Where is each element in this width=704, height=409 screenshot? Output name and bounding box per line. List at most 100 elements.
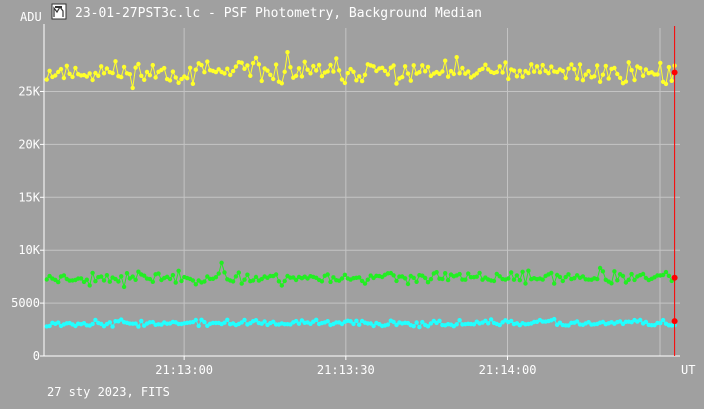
data-point xyxy=(531,69,537,74)
data-point xyxy=(179,278,184,284)
data-point xyxy=(583,72,588,77)
data-point xyxy=(457,271,462,277)
data-point xyxy=(319,74,325,79)
data-point xyxy=(156,271,161,276)
data-point xyxy=(351,321,356,327)
data-point xyxy=(253,318,259,323)
data-point xyxy=(199,62,204,68)
data-point xyxy=(448,68,454,74)
data-point xyxy=(113,276,118,282)
data-point xyxy=(124,271,130,276)
data-point xyxy=(592,74,597,79)
data-point xyxy=(239,60,244,65)
x-tick-label: 21:13:30 xyxy=(317,363,375,377)
data-point xyxy=(623,79,629,84)
data-point xyxy=(440,69,445,74)
data-point xyxy=(265,68,270,73)
data-point xyxy=(509,318,514,324)
data-point xyxy=(655,72,660,77)
data-point xyxy=(130,274,135,279)
data-point xyxy=(362,72,368,78)
data-point xyxy=(253,55,259,60)
data-point xyxy=(147,276,153,282)
data-point xyxy=(121,284,127,290)
footer-date-label: 27 sty 2023, FITS xyxy=(47,385,170,399)
grid-lines xyxy=(44,28,680,356)
data-point xyxy=(500,70,505,75)
data-point xyxy=(552,316,557,322)
data-point xyxy=(402,276,408,281)
data-point xyxy=(411,63,416,68)
data-point xyxy=(144,69,150,75)
data-point xyxy=(84,74,90,79)
data-point xyxy=(354,78,359,83)
data-point xyxy=(87,283,92,288)
window-title: 23-01-27PST3c.lc - PSF Photometry, Backg… xyxy=(75,6,482,21)
data-point xyxy=(569,62,574,67)
data-point xyxy=(314,317,319,322)
data-point xyxy=(47,273,52,279)
data-point xyxy=(632,277,637,283)
data-point xyxy=(423,275,428,281)
data-point xyxy=(293,277,299,283)
data-point xyxy=(549,270,554,276)
data-point xyxy=(658,60,663,66)
chart-window-icon xyxy=(51,3,67,20)
data-point xyxy=(130,85,135,91)
data-point xyxy=(219,260,224,265)
data-point xyxy=(150,279,155,284)
data-point xyxy=(119,274,124,279)
data-point xyxy=(185,76,190,81)
data-point xyxy=(474,274,479,279)
data-point xyxy=(44,277,49,282)
data-point xyxy=(250,60,256,66)
data-point xyxy=(242,317,247,323)
data-point xyxy=(451,71,456,77)
data-point xyxy=(417,324,422,330)
data-point xyxy=(47,68,52,74)
data-point xyxy=(380,65,385,71)
data-point xyxy=(411,324,416,329)
data-point xyxy=(222,270,227,275)
data-point xyxy=(586,68,591,74)
data-point xyxy=(239,281,244,286)
data-point xyxy=(371,323,376,329)
data-point xyxy=(400,74,405,80)
data-point xyxy=(242,66,247,72)
data-point xyxy=(64,63,70,68)
data-point xyxy=(213,275,219,280)
y-tick-label: 15K xyxy=(18,190,40,204)
data-point xyxy=(153,75,158,80)
data-point xyxy=(552,281,557,286)
data-point xyxy=(101,71,107,76)
data-point xyxy=(428,277,434,282)
x-tick-labels: 21:13:00 21:13:30 21:14:00 xyxy=(155,356,536,377)
data-point xyxy=(394,278,399,284)
data-point xyxy=(463,277,468,282)
data-point xyxy=(84,277,90,282)
data-point xyxy=(563,75,568,81)
data-point xyxy=(506,276,511,281)
data-point xyxy=(417,70,422,75)
data-point xyxy=(282,69,287,75)
data-point xyxy=(256,62,262,67)
data-point xyxy=(44,77,49,82)
series-cyan xyxy=(44,316,677,330)
data-point xyxy=(190,81,196,87)
x-axis-label: UT xyxy=(681,363,695,377)
data-point xyxy=(391,63,396,68)
data-point xyxy=(228,72,233,78)
data-point xyxy=(107,279,113,284)
data-point xyxy=(423,69,428,74)
data-point xyxy=(483,62,488,67)
data-point xyxy=(96,73,101,79)
data-point xyxy=(572,276,577,281)
data-point xyxy=(176,268,181,273)
data-point xyxy=(534,64,540,69)
data-point xyxy=(640,73,646,79)
data-point xyxy=(354,318,359,323)
data-point xyxy=(580,78,586,83)
data-point xyxy=(87,71,92,76)
data-point xyxy=(586,320,591,325)
data-point xyxy=(640,271,646,277)
